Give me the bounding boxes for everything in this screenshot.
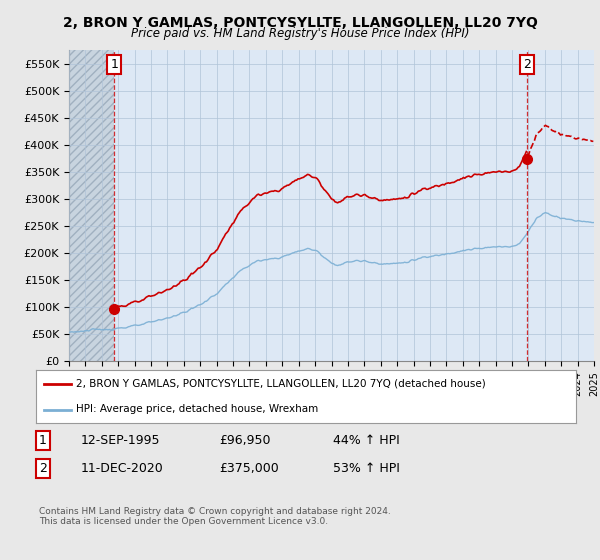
Text: Price paid vs. HM Land Registry's House Price Index (HPI): Price paid vs. HM Land Registry's House … — [131, 27, 469, 40]
Text: Contains HM Land Registry data © Crown copyright and database right 2024.
This d: Contains HM Land Registry data © Crown c… — [39, 507, 391, 526]
Text: 1: 1 — [39, 434, 47, 447]
Text: 44% ↑ HPI: 44% ↑ HPI — [333, 434, 400, 447]
Text: 53% ↑ HPI: 53% ↑ HPI — [333, 462, 400, 475]
Text: 1: 1 — [110, 58, 118, 71]
Text: HPI: Average price, detached house, Wrexham: HPI: Average price, detached house, Wrex… — [77, 404, 319, 414]
Text: 11-DEC-2020: 11-DEC-2020 — [81, 462, 164, 475]
Text: 2, BRON Y GAMLAS, PONTCYSYLLTE, LLANGOLLEN, LL20 7YQ (detached house): 2, BRON Y GAMLAS, PONTCYSYLLTE, LLANGOLL… — [77, 379, 486, 389]
Text: 2, BRON Y GAMLAS, PONTCYSYLLTE, LLANGOLLEN, LL20 7YQ: 2, BRON Y GAMLAS, PONTCYSYLLTE, LLANGOLL… — [62, 16, 538, 30]
Text: 2: 2 — [39, 462, 47, 475]
Text: 2: 2 — [523, 58, 531, 71]
Text: £96,950: £96,950 — [219, 434, 271, 447]
Bar — [69, 50, 114, 361]
Text: £375,000: £375,000 — [219, 462, 279, 475]
Text: 12-SEP-1995: 12-SEP-1995 — [81, 434, 161, 447]
